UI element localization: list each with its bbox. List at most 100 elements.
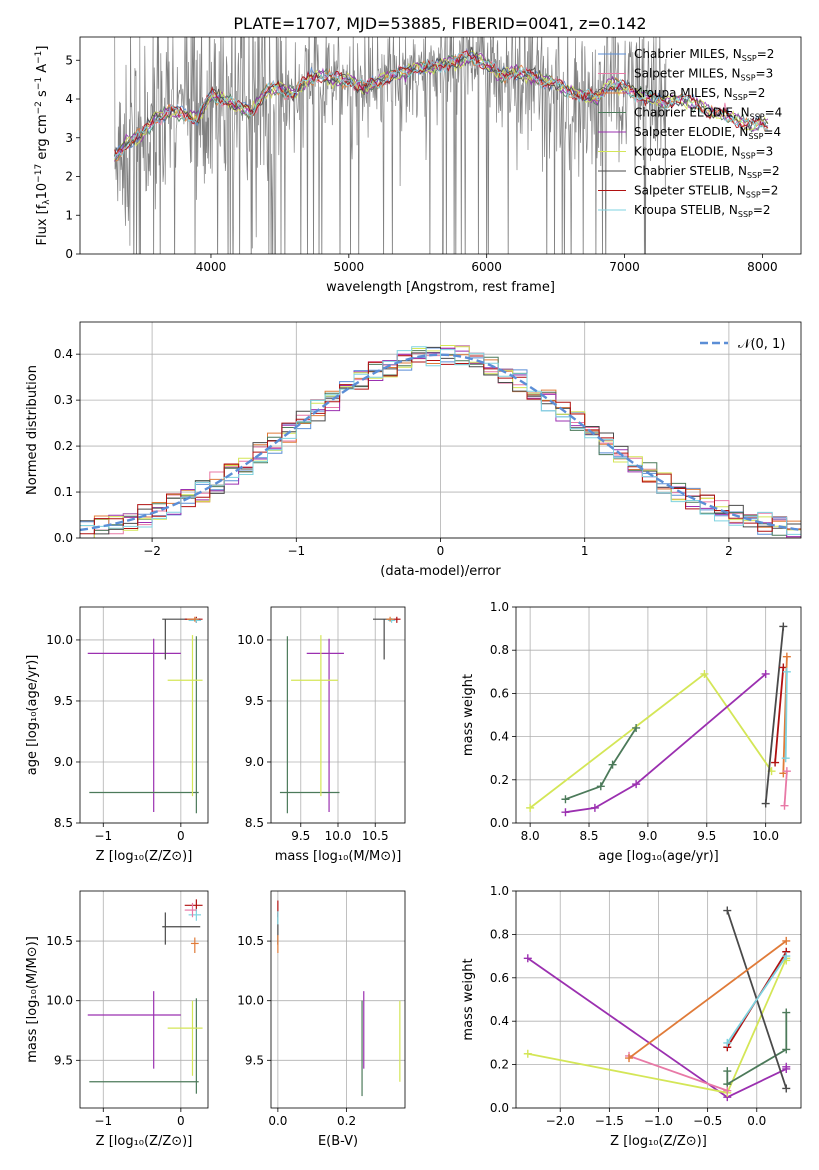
x-tick-label: 4000: [196, 260, 227, 274]
weight-marker: [723, 1086, 732, 1095]
y-axis-label-part: −1: [34, 51, 44, 64]
legend-text: Kroupa ELODIE, N: [634, 145, 741, 159]
weight-marker: [608, 760, 617, 769]
legend-text: Chabrier ELODIE, N: [634, 106, 750, 120]
axes-frame: [79, 36, 802, 255]
grid: [271, 891, 405, 1108]
weight-marker: [523, 1049, 532, 1058]
model-line: [114, 52, 769, 159]
legend-text: Chabrier STELIB, N: [634, 164, 747, 178]
grid: [271, 607, 405, 824]
x-tick-label: −1.0: [644, 1114, 673, 1128]
chart-ebv-mass: 0.0 0.2 9.5 10.0 10.5 E(B-V): [237, 890, 406, 1149]
weight-marker: [761, 799, 770, 808]
plot-area: [87, 899, 203, 1094]
x-axis-label: wavelength [Angstrom, rest frame]: [326, 280, 555, 295]
y-axis-label: mass weight: [461, 674, 476, 756]
weight-marker: [782, 667, 791, 676]
plot-area: [80, 345, 801, 538]
y-tick-label: 3: [65, 131, 73, 145]
y-axis-label-part: 10: [35, 183, 50, 200]
weight-line: [726, 1012, 788, 1086]
legend-entry: Chabrier MILES, NSSP=2: [634, 47, 774, 63]
legend-suffix: =2: [761, 184, 779, 198]
plot-area: [523, 906, 791, 1102]
weight-marker: [782, 1008, 791, 1017]
x-tick-label: −1: [94, 829, 112, 843]
legend-text: Chabrier MILES, N: [634, 47, 742, 61]
y-tick-label: 0.3: [54, 393, 73, 407]
weight-marker: [723, 1038, 732, 1047]
y-axis-label: mass weight: [461, 958, 476, 1040]
weight-line: [529, 672, 773, 809]
weight-marker: [526, 803, 535, 812]
y-tick-label: 10.0: [46, 633, 73, 647]
x-tick-label: 2: [725, 544, 733, 558]
weight-line: [726, 955, 788, 1044]
axes-frame: [270, 890, 406, 1109]
y-tick-label: 0.2: [54, 439, 73, 453]
y-tick-label: 10.0: [237, 633, 264, 647]
legend-suffix: =2: [762, 164, 780, 178]
legend-suffix: =2: [748, 86, 766, 100]
weight-marker: [782, 952, 791, 961]
y-tick-label: 0.0: [54, 531, 73, 545]
weight-marker: [761, 669, 770, 678]
legend-sub: SSP: [747, 171, 762, 180]
x-tick-label: −1: [287, 544, 305, 558]
x-tick-label: 9.5: [291, 829, 310, 843]
x-tick-label: −1.5: [595, 1114, 624, 1128]
weight-marker: [782, 936, 791, 945]
y-tick-label: 10.5: [237, 934, 264, 948]
weight-line: [774, 667, 785, 763]
weight-marker: [782, 652, 791, 661]
x-tick-label: −0.5: [693, 1114, 722, 1128]
y-axis-label-part: Flux [f: [35, 204, 50, 245]
y-tick-label: 1: [65, 208, 73, 222]
y-tick-label: 9.5: [245, 694, 264, 708]
axes-frame: [270, 606, 406, 824]
weight-marker: [632, 780, 641, 789]
legend-sub: SSP: [733, 93, 748, 102]
y-axis-label-part: erg cm: [35, 114, 50, 163]
y-tick-label: 0.2: [490, 773, 509, 787]
plot-area: [114, 37, 769, 254]
y-tick-label: 0.4: [490, 1014, 509, 1028]
x-axis-label: mass [log₁₀(M/M⊙)]: [275, 849, 402, 864]
x-axis-label: age [log₁₀(age/yr)]: [598, 849, 719, 864]
axes-frame: [79, 321, 802, 539]
weight-marker: [782, 1062, 791, 1071]
weight-line: [783, 771, 788, 806]
y-tick-label: 0.0: [490, 816, 509, 830]
weight-marker: [780, 801, 789, 810]
axes-frame: [515, 606, 802, 824]
legend-entry: Chabrier ELODIE, NSSP=4: [634, 106, 782, 122]
weight-marker: [779, 622, 788, 631]
y-tick-label: 10.5: [46, 934, 73, 948]
weight-marker: [782, 1084, 791, 1093]
x-tick-label: 0: [177, 829, 185, 843]
x-tick-label: 0.0: [268, 1114, 287, 1128]
y-tick-label: 0: [65, 247, 73, 261]
figure-title: PLATE=1707, MJD=53885, FIBERID=0041, z=0…: [233, 14, 646, 33]
y-tick-label: 0.6: [490, 971, 509, 985]
weight-line: [527, 957, 788, 1099]
legend-entry: Kroupa ELODIE, NSSP=3: [634, 145, 773, 161]
weight-marker: [781, 754, 790, 763]
weight-marker: [723, 906, 732, 915]
legend-sub: SSP: [741, 74, 756, 83]
x-tick-label: 8000: [747, 260, 778, 274]
observed-spectrum: [114, 37, 667, 254]
weight-marker: [771, 758, 780, 767]
weight-marker: [523, 954, 532, 963]
plot-area: [526, 622, 791, 817]
chart-age-weight: 8.0 8.5 9.0 9.5 10.0 0.0 0.2 0.4 0.6 0.8 1.0 age [l…: [461, 600, 802, 864]
legend-suffix: =2: [757, 47, 775, 61]
y-axis-label-part: −2: [34, 101, 44, 114]
grid: [80, 607, 208, 824]
legend-text: Salpeter ELODIE, N: [634, 125, 748, 139]
legend-suffix: =2: [753, 203, 771, 217]
weight-line: [628, 1055, 728, 1092]
y-axis-label-part: −17: [34, 164, 44, 183]
